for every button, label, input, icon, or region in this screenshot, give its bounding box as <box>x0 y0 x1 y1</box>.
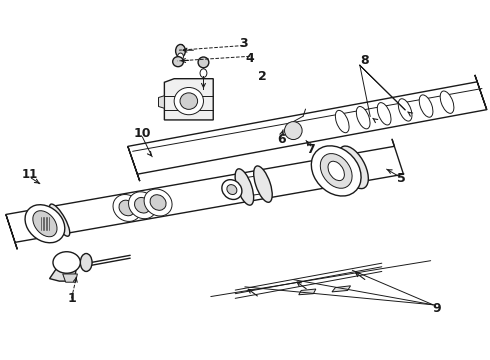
Ellipse shape <box>144 189 172 216</box>
Ellipse shape <box>419 95 433 117</box>
Polygon shape <box>128 147 140 181</box>
Ellipse shape <box>33 211 57 237</box>
Polygon shape <box>159 96 164 108</box>
Ellipse shape <box>172 57 183 67</box>
Ellipse shape <box>328 161 344 181</box>
Ellipse shape <box>128 192 156 219</box>
Text: 6: 6 <box>277 133 286 146</box>
Ellipse shape <box>113 194 141 221</box>
Ellipse shape <box>180 93 197 109</box>
Ellipse shape <box>338 146 368 189</box>
Ellipse shape <box>119 200 135 216</box>
Ellipse shape <box>235 169 254 205</box>
Text: 7: 7 <box>307 143 316 156</box>
Ellipse shape <box>53 252 80 273</box>
Ellipse shape <box>49 204 70 236</box>
Ellipse shape <box>80 253 92 271</box>
Ellipse shape <box>150 195 166 210</box>
Ellipse shape <box>135 197 150 213</box>
Polygon shape <box>49 268 76 281</box>
Ellipse shape <box>377 103 391 125</box>
Ellipse shape <box>25 205 65 243</box>
Ellipse shape <box>174 87 203 115</box>
Text: 9: 9 <box>432 302 441 315</box>
Polygon shape <box>6 215 17 249</box>
Polygon shape <box>332 286 350 292</box>
Ellipse shape <box>356 107 370 129</box>
Text: 8: 8 <box>361 54 369 67</box>
Text: 11: 11 <box>22 168 38 181</box>
Ellipse shape <box>335 111 349 133</box>
Ellipse shape <box>311 146 361 196</box>
Polygon shape <box>164 79 213 120</box>
Ellipse shape <box>254 166 272 202</box>
Ellipse shape <box>227 185 237 194</box>
Text: 4: 4 <box>245 51 254 64</box>
Ellipse shape <box>200 69 207 77</box>
Text: 2: 2 <box>258 69 267 82</box>
Polygon shape <box>63 274 77 282</box>
Ellipse shape <box>222 180 242 199</box>
Ellipse shape <box>198 57 209 68</box>
Text: 5: 5 <box>397 172 406 185</box>
Text: 1: 1 <box>67 292 76 305</box>
Ellipse shape <box>398 99 412 121</box>
Ellipse shape <box>285 122 302 140</box>
Text: 3: 3 <box>239 36 248 50</box>
Ellipse shape <box>320 154 352 188</box>
Polygon shape <box>475 75 487 110</box>
Ellipse shape <box>177 53 183 60</box>
Text: 10: 10 <box>134 127 151 140</box>
Polygon shape <box>299 289 316 295</box>
Ellipse shape <box>440 91 454 113</box>
Ellipse shape <box>175 44 185 57</box>
